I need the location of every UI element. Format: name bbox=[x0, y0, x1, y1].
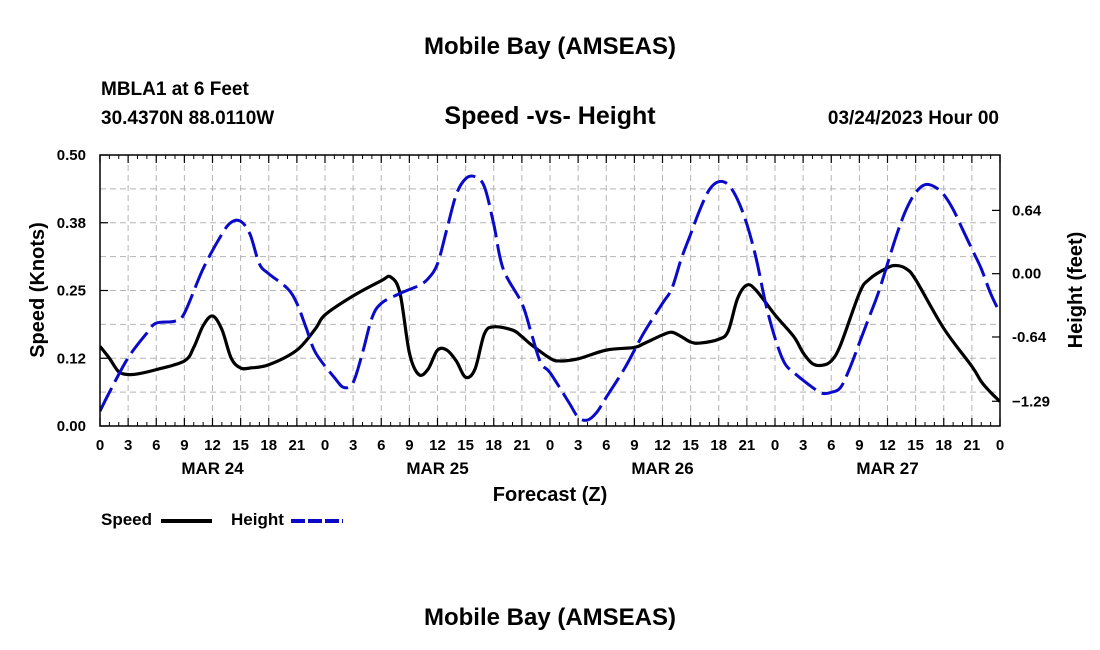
y-tick-label: 0.50 bbox=[57, 147, 86, 164]
x-axis-title: Forecast (Z) bbox=[493, 484, 607, 506]
y2-tick-label: 0.64 bbox=[1012, 202, 1042, 219]
x-tick-label: 0 bbox=[996, 437, 1004, 454]
month-label: MAR 24 bbox=[181, 459, 244, 478]
x-tick-label: 15 bbox=[682, 437, 699, 454]
x-tick-label: 12 bbox=[429, 437, 446, 454]
legend-speed-label: Speed bbox=[101, 510, 152, 529]
series-line-speed bbox=[100, 263, 1000, 403]
x-tick-label: 18 bbox=[485, 437, 502, 454]
series-lines bbox=[100, 174, 1000, 422]
x-tick-label: 21 bbox=[514, 437, 531, 454]
footer-title: Mobile Bay (AMSEAS) bbox=[424, 604, 676, 631]
legend: Speed Height bbox=[101, 510, 343, 529]
x-tick-label: 9 bbox=[180, 437, 188, 454]
x-tick-label: 6 bbox=[827, 437, 835, 454]
legend-height-label: Height bbox=[231, 510, 284, 529]
x-tick-label: 9 bbox=[855, 437, 863, 454]
station-label: MBLA1 at 6 Feet bbox=[101, 79, 249, 100]
chart-title: Mobile Bay (AMSEAS) bbox=[424, 33, 676, 60]
x-tick-label: 21 bbox=[964, 437, 981, 454]
x-tick-label: 12 bbox=[204, 437, 221, 454]
x-tick-label: 12 bbox=[654, 437, 671, 454]
x-tick-label: 18 bbox=[935, 437, 952, 454]
y2-tick-label: −1.29 bbox=[1012, 393, 1050, 410]
x-tick-label: 0 bbox=[546, 437, 554, 454]
plot-frame bbox=[99, 154, 1001, 427]
x-tick-label: 12 bbox=[879, 437, 896, 454]
series-line-height bbox=[100, 174, 1000, 422]
x-tick-label: 3 bbox=[349, 437, 357, 454]
x-tick-label: 9 bbox=[405, 437, 413, 454]
x-tick-label: 15 bbox=[457, 437, 474, 454]
y-tick-label: 0.38 bbox=[57, 215, 86, 232]
x-tick-label: 6 bbox=[377, 437, 385, 454]
x-tick-label: 15 bbox=[232, 437, 249, 454]
x-tick-label: 6 bbox=[152, 437, 160, 454]
y2-axis-title: Height (feet) bbox=[1065, 232, 1087, 349]
x-tick-label: 21 bbox=[289, 437, 306, 454]
x-tick-label: 18 bbox=[260, 437, 277, 454]
x-tick-label: 15 bbox=[907, 437, 924, 454]
x-tick-label: 3 bbox=[799, 437, 807, 454]
month-label: MAR 25 bbox=[406, 459, 468, 478]
month-label: MAR 26 bbox=[631, 459, 693, 478]
coordinates-label: 30.4370N 88.0110W bbox=[101, 108, 274, 129]
x-tick-label: 21 bbox=[739, 437, 756, 454]
x-tick-label: 0 bbox=[771, 437, 779, 454]
y2-tick-label: 0.00 bbox=[1012, 266, 1041, 283]
x-tick-label: 9 bbox=[630, 437, 638, 454]
tick-labels: 0 3 6 9 12 15 18 21 0 3 6 9 12 15 18 21 0 3 6 9 12 15 18 21 0 3 6 9… bbox=[57, 147, 1050, 478]
y2-tick-label: -0.64 bbox=[1012, 329, 1047, 346]
chart-subtitle: Speed -vs- Height bbox=[444, 102, 656, 130]
x-tick-label: 3 bbox=[574, 437, 582, 454]
x-tick-label: 0 bbox=[321, 437, 329, 454]
x-tick-label: 3 bbox=[124, 437, 132, 454]
y-axis-title: Speed (Knots) bbox=[27, 222, 49, 358]
forecast-datetime: 03/24/2023 Hour 00 bbox=[828, 108, 999, 129]
grid-lines bbox=[100, 155, 1000, 426]
month-label: MAR 27 bbox=[856, 459, 918, 478]
y-tick-label: 0.12 bbox=[57, 350, 86, 367]
x-tick-label: 0 bbox=[96, 437, 104, 454]
x-tick-label: 6 bbox=[602, 437, 610, 454]
y-tick-label: 0.25 bbox=[57, 283, 86, 300]
y-tick-label: 0.00 bbox=[57, 418, 86, 435]
x-tick-label: 18 bbox=[710, 437, 727, 454]
